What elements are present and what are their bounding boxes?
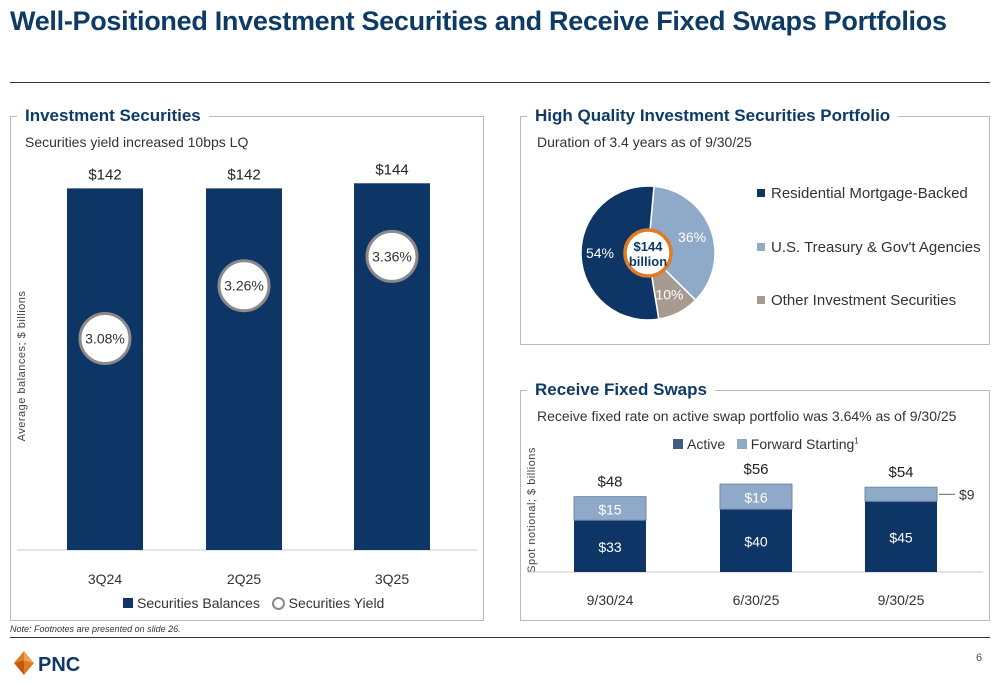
- x-tick-label: 3Q25: [375, 571, 409, 587]
- bar-value-label: $144: [375, 161, 408, 178]
- investment-securities-title: Investment Securities: [17, 106, 209, 126]
- pnc-logo-mark-icon: PNC: [14, 651, 80, 676]
- pie-legend-label: Residential Mortgage-Backed: [771, 185, 968, 202]
- swaps-stacked-chart: Spot notional; $ billions $33 $15 $48 9/30/2…: [526, 447, 983, 608]
- pie-slice: [580, 185, 660, 321]
- x-tick-label: 9/30/25: [878, 592, 925, 608]
- investment-legend: Securities Balances Securities Yield: [123, 595, 384, 611]
- investment-securities-chart: Average balances; $ billions $142 3Q24 3.08…: [16, 161, 477, 587]
- pie-center-circle: [623, 228, 673, 278]
- legend-label-yield: Securities Yield: [288, 595, 385, 611]
- pie-value-label: 10%: [655, 287, 683, 303]
- bar-total-label: $54: [888, 464, 913, 481]
- bar-forward-starting: [864, 486, 938, 502]
- x-tick-label: 3Q24: [88, 571, 122, 587]
- panel-top-border-right: [863, 116, 989, 117]
- page-number: 6: [976, 652, 983, 664]
- bar-value-label: $142: [227, 166, 260, 183]
- legend-footnote-marker: 1: [854, 436, 859, 446]
- bar-total-label: $56: [743, 461, 768, 478]
- x-tick-label: 2Q25: [227, 571, 261, 587]
- portfolio-quality-title: High Quality Investment Securities Portf…: [527, 106, 899, 126]
- bar-forward-label: $16: [744, 490, 768, 506]
- yield-label: 3.36%: [372, 248, 412, 264]
- pie-center-unit: billion: [629, 254, 667, 269]
- bar-active: [865, 501, 937, 572]
- bar-active: [720, 509, 792, 572]
- legend-swatch-yield: [271, 596, 285, 610]
- pie-value-label: 54%: [586, 245, 614, 261]
- legend-label-balances: Securities Balances: [137, 595, 260, 611]
- legend-swatch-forward: [736, 439, 747, 450]
- investment-securities-panel: Investment Securities Securities yield i…: [10, 106, 484, 621]
- bar-securities-balance: [67, 188, 143, 550]
- yield-label: 3.08%: [85, 331, 125, 347]
- footer-divider: [10, 637, 990, 638]
- bar-total-label: $48: [597, 474, 622, 491]
- receive-fixed-swaps-subtitle: Receive fixed rate on active swap portfo…: [537, 408, 957, 424]
- pie-legend-swatch: [757, 243, 765, 251]
- panel-top-border-left: [11, 116, 19, 117]
- y-axis-label: Spot notional; $ billions: [526, 447, 538, 573]
- logo-text: PNC: [38, 654, 80, 676]
- panel-top-border-right: [697, 390, 989, 391]
- bar-active-label: $40: [744, 534, 768, 550]
- legend-label-forward: Forward Starting: [750, 436, 855, 452]
- portfolio-quality-subtitle: Duration of 3.4 years as of 9/30/25: [537, 134, 752, 150]
- bar-securities-balance: [206, 188, 282, 550]
- legend-swatch-balances: [123, 598, 133, 609]
- pie-legend-label: Other Investment Securities: [771, 292, 956, 309]
- bar-active-label: $45: [889, 530, 913, 546]
- bar-forward-starting: [573, 496, 647, 521]
- yield-marker: [78, 312, 132, 366]
- pnc-logo: PNC: [12, 648, 92, 683]
- receive-fixed-swaps-panel: Receive Fixed Swaps Receive fixed rate o…: [520, 380, 990, 621]
- yield-label: 3.26%: [224, 278, 264, 294]
- legend-swatch-active: [673, 439, 683, 450]
- swaps-legend: Active Forward Starting1: [673, 436, 859, 452]
- x-tick-label: 6/30/25: [733, 592, 780, 608]
- bar-active: [574, 520, 646, 572]
- investment-securities-subtitle: Securities yield increased 10bps LQ: [25, 134, 249, 150]
- panel-top-border-left: [521, 116, 529, 117]
- legend-label-active: Active: [687, 436, 726, 452]
- y-axis-label: Average balances; $ billions: [16, 291, 28, 442]
- pie-value-label: 36%: [678, 229, 706, 245]
- receive-fixed-swaps-title: Receive Fixed Swaps: [527, 380, 715, 400]
- title-divider: [10, 82, 990, 83]
- page-title: Well-Positioned Investment Securities an…: [10, 6, 947, 36]
- portfolio-quality-panel: High Quality Investment Securities Portf…: [520, 106, 990, 345]
- panel-top-border-left: [521, 390, 529, 391]
- yield-marker: [217, 259, 271, 313]
- x-tick-label: 9/30/24: [587, 592, 634, 608]
- bar-forward-label: $15: [598, 501, 622, 517]
- bar-forward-starting: [719, 483, 793, 510]
- bar-forward-label: $9: [959, 486, 975, 502]
- pie-center-amount: $144: [634, 239, 664, 254]
- footnote: Note: Footnotes are presented on slide 2…: [10, 624, 181, 634]
- pie-legend-swatch: [757, 189, 765, 197]
- bar-value-label: $142: [88, 166, 121, 183]
- yield-marker: [365, 229, 419, 283]
- pie-legend-label: U.S. Treasury & Gov't Agencies: [771, 239, 981, 256]
- panel-top-border-right: [191, 116, 483, 117]
- bar-active-label: $33: [598, 539, 622, 555]
- pie-slice: [647, 185, 716, 302]
- pie-legend-swatch: [757, 296, 765, 304]
